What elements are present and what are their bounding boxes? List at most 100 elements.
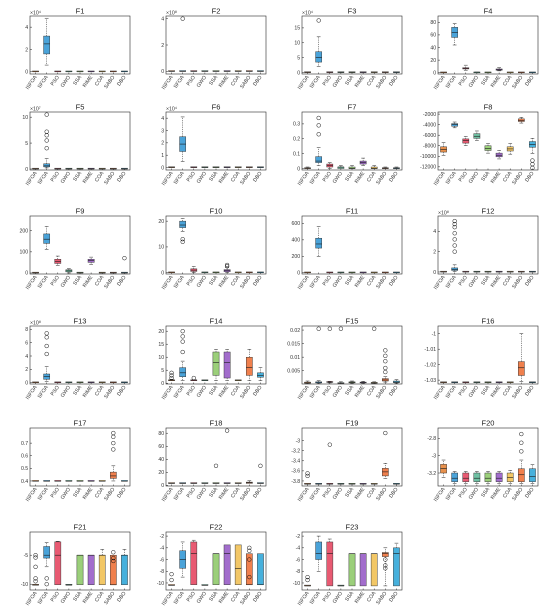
- outlier-point: [383, 566, 388, 571]
- y-tick-label: -12000: [420, 165, 436, 171]
- x-tick-label: DBO: [524, 487, 535, 500]
- x-tick-label: SABO: [375, 171, 388, 186]
- box-dbo: [257, 70, 264, 72]
- box-body: [212, 553, 220, 585]
- box-body: [212, 351, 220, 376]
- outlier-point: [452, 249, 457, 254]
- box-body: [190, 541, 198, 585]
- x-tick-label: SFOA: [173, 74, 186, 89]
- outlier-point: [383, 365, 388, 371]
- box-rime: [223, 349, 231, 381]
- box-body: [257, 553, 264, 585]
- x-tick-label: ISFOA: [161, 274, 175, 291]
- box-isfoa: [168, 271, 175, 274]
- x-tick-label: SSA: [72, 590, 83, 602]
- y-tick-label: 0.01: [290, 355, 300, 361]
- y-tick-label: 20: [158, 470, 164, 476]
- box-body: [529, 468, 536, 482]
- box-ssa: [484, 381, 492, 383]
- y-tick-label: 0: [25, 271, 28, 277]
- box-rime: [223, 428, 231, 484]
- y-tick-label: 0.005: [287, 369, 300, 375]
- y-tick-label: 0: [297, 70, 300, 76]
- x-tick-label: DBO: [524, 75, 535, 88]
- x-tick-label: PSO: [186, 385, 197, 397]
- x-tick-label: SFOA: [445, 170, 458, 185]
- box-pso: [190, 70, 198, 72]
- x-tick-label: COA: [502, 74, 514, 87]
- box-pso: [326, 538, 334, 587]
- x-tick-label: ISFOA: [297, 274, 311, 291]
- box-isfoa: [32, 381, 39, 383]
- axis-exponent: ×10⁷: [30, 107, 41, 113]
- y-tick-label: 0: [25, 70, 28, 76]
- subplot-title: F23: [346, 523, 359, 532]
- box-sabo: [381, 348, 389, 383]
- box-pso: [190, 166, 198, 168]
- outlier-point: [247, 557, 252, 562]
- y-tick-label: 5: [297, 55, 300, 61]
- box-rime: [223, 262, 231, 273]
- x-tick-label: DBO: [252, 487, 263, 500]
- box-gwo: [337, 165, 345, 169]
- box-pso: [462, 270, 470, 273]
- box-pso: [54, 381, 62, 383]
- box-coa: [98, 549, 106, 586]
- y-tick-label: -4: [296, 546, 301, 552]
- x-tick-label: SSA: [344, 384, 355, 396]
- box-dbo: [393, 166, 400, 169]
- x-tick-label: SSA: [208, 170, 219, 182]
- x-tick-label: SABO: [375, 75, 388, 90]
- x-tick-label: PSO: [458, 275, 469, 287]
- box-body: [43, 233, 51, 244]
- box-sfoa: [179, 218, 187, 244]
- x-tick-label: ISFOA: [297, 74, 311, 91]
- y-tick-label: 2: [433, 249, 436, 255]
- y-tick-label: -4000: [423, 122, 436, 128]
- y-tick-label: -1.01: [424, 347, 436, 353]
- box-rime: [495, 67, 503, 72]
- box-pso: [326, 271, 334, 274]
- box-body: [315, 237, 323, 249]
- outlier-point: [180, 349, 185, 355]
- box-pso: [326, 162, 334, 169]
- box-body: [315, 541, 323, 560]
- x-tick-label: PSO: [458, 75, 469, 87]
- box-dbo: [393, 379, 400, 384]
- box-gwo: [65, 268, 73, 274]
- box-isfoa: [440, 142, 447, 156]
- y-tick-label: 0.4: [21, 479, 28, 485]
- y-tick-label: 100: [20, 250, 29, 256]
- x-tick-label: PSO: [50, 75, 61, 87]
- outlier-point: [383, 369, 388, 375]
- x-tick-label: COA: [230, 590, 242, 603]
- x-tick-label: GWO: [196, 385, 208, 399]
- x-tick-label: RIME: [354, 170, 367, 185]
- box-body: [315, 156, 323, 163]
- y-tick-label: 4: [25, 25, 28, 31]
- box-coa: [370, 326, 378, 384]
- x-tick-label: GWO: [60, 591, 72, 605]
- x-tick-label: DBO: [116, 385, 127, 398]
- box-rime: [87, 167, 95, 170]
- box-pso: [54, 541, 62, 586]
- x-tick-label: SABO: [239, 487, 252, 502]
- y-tick-label: 0: [433, 71, 436, 77]
- subplot-title: F11: [346, 207, 358, 216]
- x-tick-label: COA: [366, 274, 378, 287]
- y-tick-label: 2: [161, 43, 164, 49]
- x-tick-label: SABO: [239, 275, 252, 290]
- outlier-point: [44, 146, 49, 151]
- box-body: [223, 351, 231, 379]
- box-dbo: [529, 71, 536, 74]
- box-sabo: [381, 71, 389, 73]
- outlier-point: [44, 582, 49, 587]
- box-body: [43, 546, 51, 559]
- box-body: [473, 472, 481, 482]
- x-tick-label: PSO: [458, 171, 469, 183]
- outlier-point: [452, 221, 457, 227]
- box-gwo: [337, 483, 345, 485]
